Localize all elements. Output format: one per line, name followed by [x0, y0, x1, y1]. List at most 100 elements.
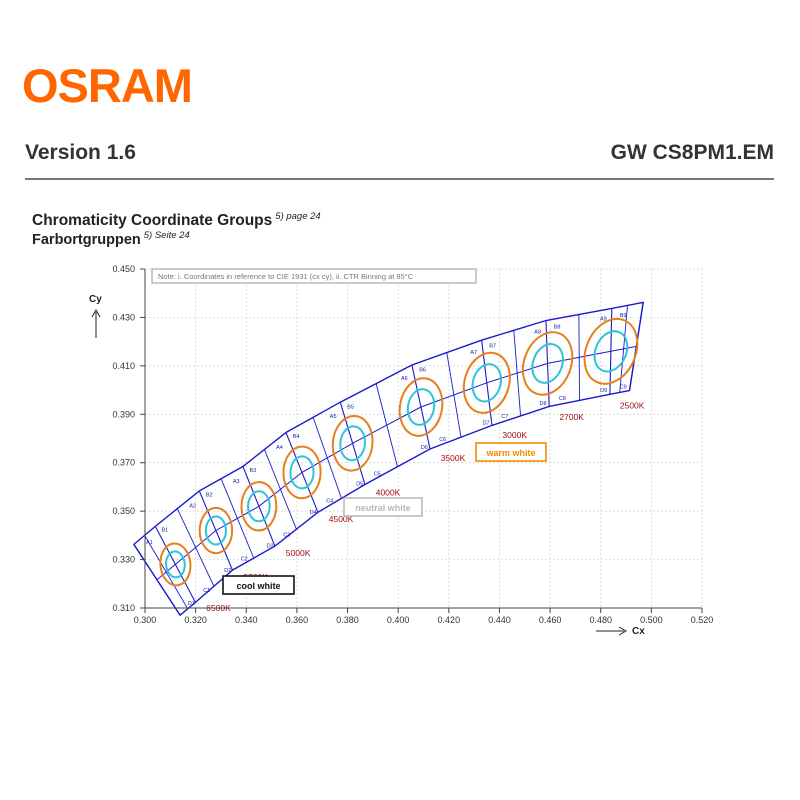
bin-grid-label: B4 — [293, 434, 300, 440]
bin-grid-label: C9 — [620, 384, 627, 390]
x-tick-label: 0.380 — [336, 615, 359, 625]
section-title-en: Chromaticity Coordinate Groups 5) page 24 — [32, 211, 321, 230]
bin-outline — [132, 301, 645, 617]
cct-label: 3500K — [441, 453, 466, 463]
x-tick-label: 0.520 — [691, 615, 714, 625]
product-code: GW CS8PM1.EM — [610, 141, 774, 164]
x-tick-label: 0.440 — [488, 615, 511, 625]
cct-label: 4500K — [329, 514, 354, 524]
y-axis-label: Cy — [89, 294, 102, 305]
bin-ellipse-inner — [471, 363, 503, 403]
bin-ellipse-outer — [462, 351, 511, 414]
chart-note: Note: i. Coordinates in reference to CIE… — [158, 272, 414, 281]
y-tick-label: 0.390 — [112, 409, 135, 419]
bin-separator — [242, 466, 276, 547]
x-axis-arrowhead — [618, 626, 628, 636]
bin-subseparator — [264, 449, 297, 530]
x-tick-label: 0.300 — [134, 615, 157, 625]
bin-grid-label: C1 — [203, 588, 210, 594]
x-tick-label: 0.500 — [640, 615, 663, 625]
cct-label: 5000K — [286, 548, 311, 558]
cct-label: 2700K — [559, 412, 584, 422]
warm-white-label: warm white — [485, 448, 535, 458]
bin-grid-label: D3 — [267, 544, 274, 550]
bin-ellipse-inner — [593, 330, 629, 373]
neutral-white-label: neutral white — [355, 503, 411, 513]
header-divider — [25, 178, 774, 180]
bin-subseparator — [312, 417, 342, 499]
bin-subseparator — [176, 508, 215, 587]
bin-ellipse-outer — [521, 331, 574, 396]
osram-logo: OSRAM — [22, 59, 193, 112]
bin-ellipse-outer — [198, 506, 234, 555]
x-tick-label: 0.460 — [539, 615, 562, 625]
x-tick-label: 0.360 — [286, 615, 309, 625]
x-tick-label: 0.480 — [589, 615, 612, 625]
bin-ellipse-outer — [240, 481, 278, 532]
bin-grid-label: B5 — [347, 404, 354, 410]
bin-grid-label: D5 — [356, 481, 363, 487]
chart-note-box — [151, 268, 477, 284]
bin-ellipse-inner — [165, 550, 186, 579]
bin-grid-label: D9 — [600, 388, 607, 394]
bin-separator — [154, 526, 196, 603]
annotation-warm-white: warm white — [475, 442, 547, 462]
y-tick-label: 0.350 — [112, 506, 135, 516]
y-tick-label: 0.430 — [112, 312, 135, 322]
bin-grid-label: B6 — [419, 368, 426, 374]
bin-subseparator — [144, 535, 189, 610]
bin-grid-label: B3 — [250, 468, 257, 474]
bin-ellipse-inner — [531, 343, 564, 384]
section-title-de: Farbortgruppen 5) Seite 24 — [32, 230, 190, 248]
cct-label: 4000K — [376, 487, 401, 497]
bin-separator — [285, 432, 319, 513]
bin-grid-label: B9 — [620, 313, 627, 319]
bin-grid-label: C5 — [374, 472, 381, 478]
section-title-en-text: Chromaticity Coordinate Groups — [32, 212, 273, 229]
bin-grid-label: B2 — [206, 492, 213, 498]
cct-label: 3000K — [502, 430, 527, 440]
bin-grid-label: D2 — [224, 568, 231, 574]
x-tick-label: 0.420 — [438, 615, 461, 625]
bin-subseparator — [375, 383, 398, 467]
bin-grid-label: A2 — [189, 504, 196, 510]
y-tick-label: 0.310 — [112, 603, 135, 613]
bin-separator — [198, 490, 233, 571]
bin-grid-label: D8 — [540, 401, 547, 407]
bin-subseparator — [513, 330, 522, 416]
bin-ellipse-inner — [204, 515, 227, 546]
bin-grid-label: A5 — [330, 414, 337, 420]
bin-grid-label: A8 — [534, 330, 541, 336]
bin-grid-label: D7 — [483, 421, 490, 427]
bin-grid-label: C3 — [283, 533, 290, 539]
bin-boundaries — [132, 301, 645, 617]
bin-grid-label: D4 — [310, 510, 317, 516]
y-tick-label: 0.450 — [112, 264, 135, 274]
bin-grid-label: A1 — [146, 540, 153, 546]
bin-subseparator — [446, 352, 462, 438]
x-tick-label: 0.400 — [387, 615, 410, 625]
version-label: Version 1.6 — [25, 141, 136, 164]
bin-grid-label: C7 — [501, 414, 508, 420]
bin-ellipse-inner — [289, 455, 315, 490]
section-title-de-text: Farbortgruppen — [32, 232, 141, 248]
x-axis-label: Cx — [632, 626, 645, 637]
bin-separator — [339, 402, 366, 485]
bin-grid-label: C6 — [439, 437, 446, 443]
x-tick-label: 0.340 — [235, 615, 258, 625]
bin-ellipse-outer — [583, 317, 639, 385]
annotation-neutral-white: neutral white — [343, 497, 423, 517]
bin-ellipses — [159, 317, 639, 587]
bin-grid-label: D1 — [188, 601, 195, 607]
bin-ellipse-outer — [331, 414, 374, 472]
y-tick-label: 0.410 — [112, 361, 135, 371]
annotation-cool-white: cool white — [222, 575, 295, 595]
bin-grid-label: C4 — [326, 499, 333, 505]
bin-ellipse-inner — [247, 490, 271, 523]
cct-label: 2500K — [620, 400, 645, 410]
bin-grid-label: A9 — [600, 317, 607, 323]
bin-grid-label: D6 — [421, 445, 428, 451]
bin-grid-label: A3 — [233, 479, 240, 485]
bin-ellipse-inner — [406, 388, 436, 426]
